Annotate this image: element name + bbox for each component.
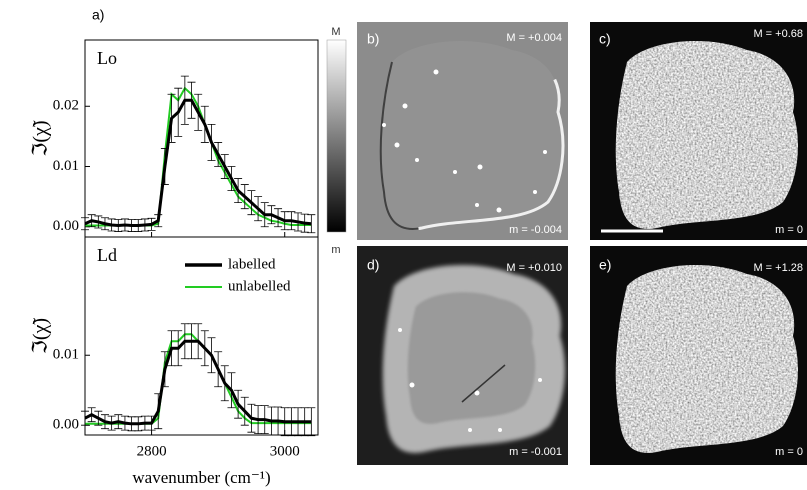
image-e bbox=[590, 246, 807, 465]
colorbar-min: m bbox=[331, 244, 340, 256]
plot-frame bbox=[85, 40, 318, 237]
legend-label: unlabelled bbox=[228, 278, 291, 294]
chart-label: Ld bbox=[97, 245, 117, 265]
colorbar bbox=[327, 40, 346, 232]
panel-min: m = 0 bbox=[775, 446, 803, 458]
panel-min: m = -0.001 bbox=[509, 446, 562, 458]
panel-min: m = -0.004 bbox=[509, 224, 562, 236]
y-axis-label: ℑ(χ̃) bbox=[30, 318, 52, 354]
panel-max: M = +0.010 bbox=[506, 262, 562, 274]
y-tick-label: 0.01 bbox=[53, 158, 79, 174]
image-d bbox=[357, 246, 568, 465]
colorbar-max: M bbox=[331, 26, 340, 38]
panel-label: d) bbox=[367, 257, 379, 273]
legend-label: labelled bbox=[228, 256, 276, 272]
x-tick-label: 2800 bbox=[137, 443, 167, 459]
x-axis-label: wavenumber (cm⁻¹) bbox=[132, 468, 270, 487]
image-b bbox=[357, 22, 568, 240]
panel-label: b) bbox=[367, 31, 379, 47]
figure: M m b) M = +0.004 m = -0.004 c) M = +0.6… bbox=[0, 0, 807, 490]
panel-max: M = +0.68 bbox=[753, 28, 803, 40]
y-axis-label: ℑ(χ̃) bbox=[30, 120, 52, 156]
panel-label: c) bbox=[599, 31, 611, 47]
image-c bbox=[590, 22, 807, 240]
y-tick-label: 0.02 bbox=[53, 98, 79, 114]
panel-max: M = +1.28 bbox=[753, 262, 803, 274]
y-tick-label: 0.01 bbox=[53, 347, 79, 363]
chart-label: Lo bbox=[97, 48, 117, 68]
panel-label: a) bbox=[92, 7, 104, 23]
y-tick-label: 0.00 bbox=[53, 218, 79, 234]
panel-max: M = +0.004 bbox=[506, 32, 562, 44]
y-tick-label: 0.00 bbox=[53, 417, 79, 433]
panel-min: m = 0 bbox=[775, 224, 803, 236]
panel-label: e) bbox=[599, 257, 611, 273]
x-tick-label: 3000 bbox=[270, 443, 300, 459]
